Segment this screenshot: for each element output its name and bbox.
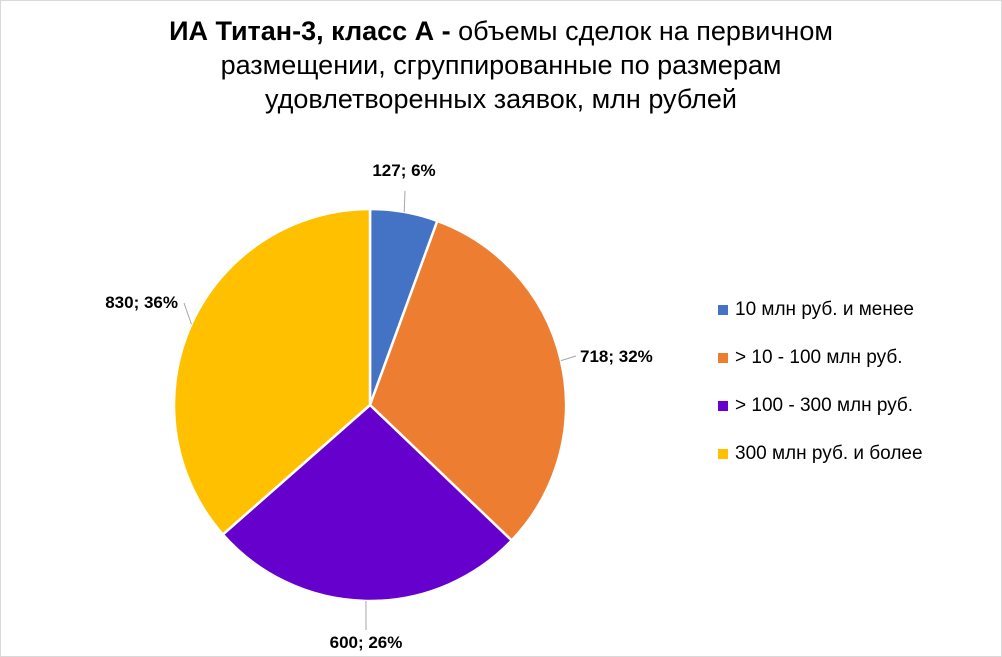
leader-line (403, 190, 406, 213)
leader-line (560, 355, 577, 362)
leader-line (183, 302, 192, 325)
legend-swatch (718, 353, 728, 363)
legend-swatch (718, 305, 728, 315)
legend-item: 10 млн руб. и менее (718, 298, 998, 322)
data-label: 718; 32% (580, 347, 653, 366)
legend-item: > 100 - 300 млн руб. (718, 394, 998, 418)
legend: 10 млн руб. и менее > 10 - 100 млн руб. > … (718, 298, 998, 490)
legend-label: 300 млн руб. и более (735, 443, 923, 464)
legend-item: > 10 - 100 млн руб. (718, 346, 998, 370)
legend-label: > 10 - 100 млн руб. (735, 347, 903, 368)
legend-swatch (718, 401, 728, 411)
title-line1-rest: объемы сделок на первичном (450, 16, 833, 46)
legend-label: 10 млн руб. и менее (735, 299, 914, 320)
pie-slice (172, 207, 372, 537)
legend-label: > 100 - 300 млн руб. (735, 395, 914, 416)
title-line2: размещении, сгруппированные по размерам (220, 50, 782, 80)
legend-item: 300 млн руб. и более (718, 442, 998, 466)
legend-swatch (718, 449, 728, 459)
chart-title: ИА Титан-3, класс А - объемы сделок на п… (0, 14, 1002, 116)
data-label: 600; 26% (330, 633, 403, 652)
title-line3: удовлетворенных заявок, млн рублей (265, 84, 737, 114)
title-bold-part: ИА Титан-3, класс А - (169, 16, 451, 46)
data-label: 127; 6% (372, 161, 435, 180)
pie-slice (368, 219, 568, 543)
data-label: 830; 36% (105, 293, 178, 312)
